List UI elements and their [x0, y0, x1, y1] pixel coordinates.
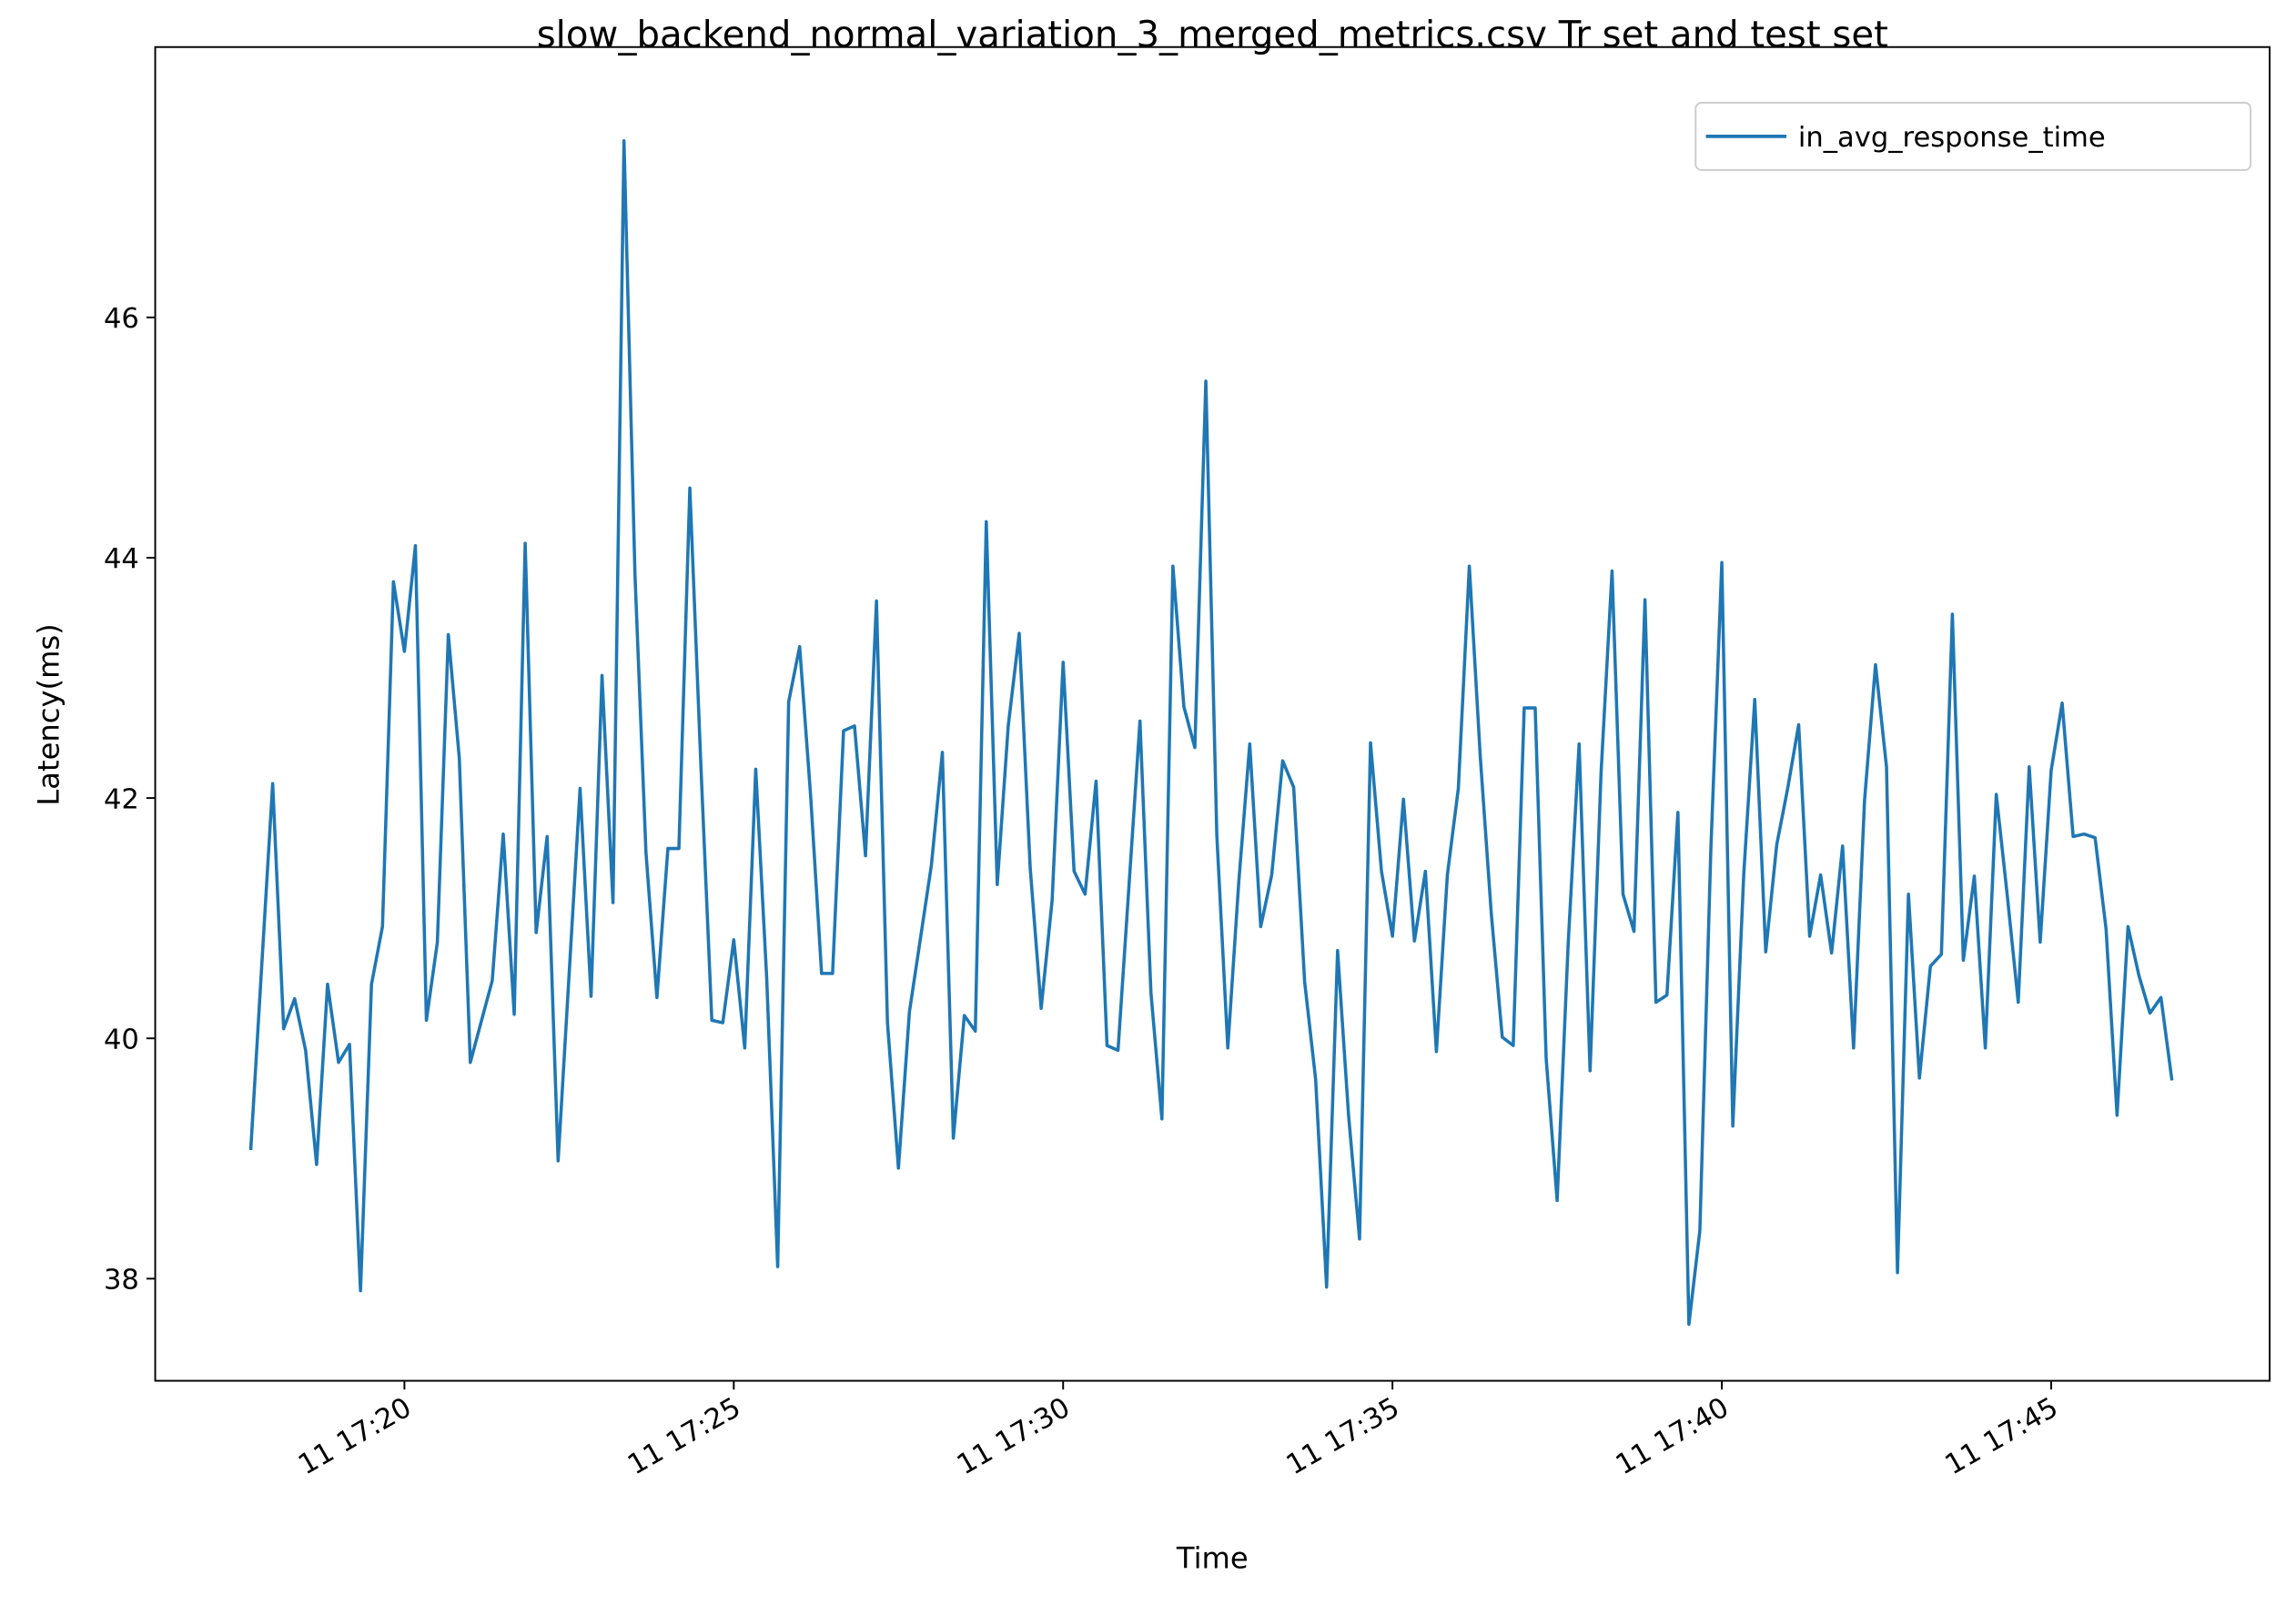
legend-label: in_avg_response_time: [1798, 122, 2106, 154]
axes-frame: [154, 45, 2271, 1382]
y-tick-label: 40: [104, 1024, 139, 1055]
x-tick-label: 11 17:30: [952, 1392, 1076, 1482]
y-tick-label: 44: [104, 543, 139, 575]
y-tick-label: 46: [104, 303, 139, 335]
x-tick-label: 11 17:20: [293, 1392, 417, 1482]
legend-box: [1694, 101, 2252, 171]
x-tick-label: 11 17:40: [1611, 1392, 1735, 1482]
x-tick-label: 11 17:35: [1281, 1392, 1405, 1482]
x-axis-label: Time: [1176, 1541, 1249, 1576]
y-tick-label: 38: [104, 1265, 139, 1297]
legend: in_avg_response_time: [1694, 101, 2252, 171]
x-tick-label: 11 17:25: [622, 1392, 746, 1482]
y-tick-label: 42: [104, 783, 139, 815]
y-axis-label: Latency(ms): [31, 623, 66, 805]
chart-title: slow_backend_normal_variation_3_merged_m…: [537, 15, 1888, 56]
data-line: [248, 138, 2174, 1327]
x-tick-label: 11 17:45: [1940, 1392, 2064, 1482]
